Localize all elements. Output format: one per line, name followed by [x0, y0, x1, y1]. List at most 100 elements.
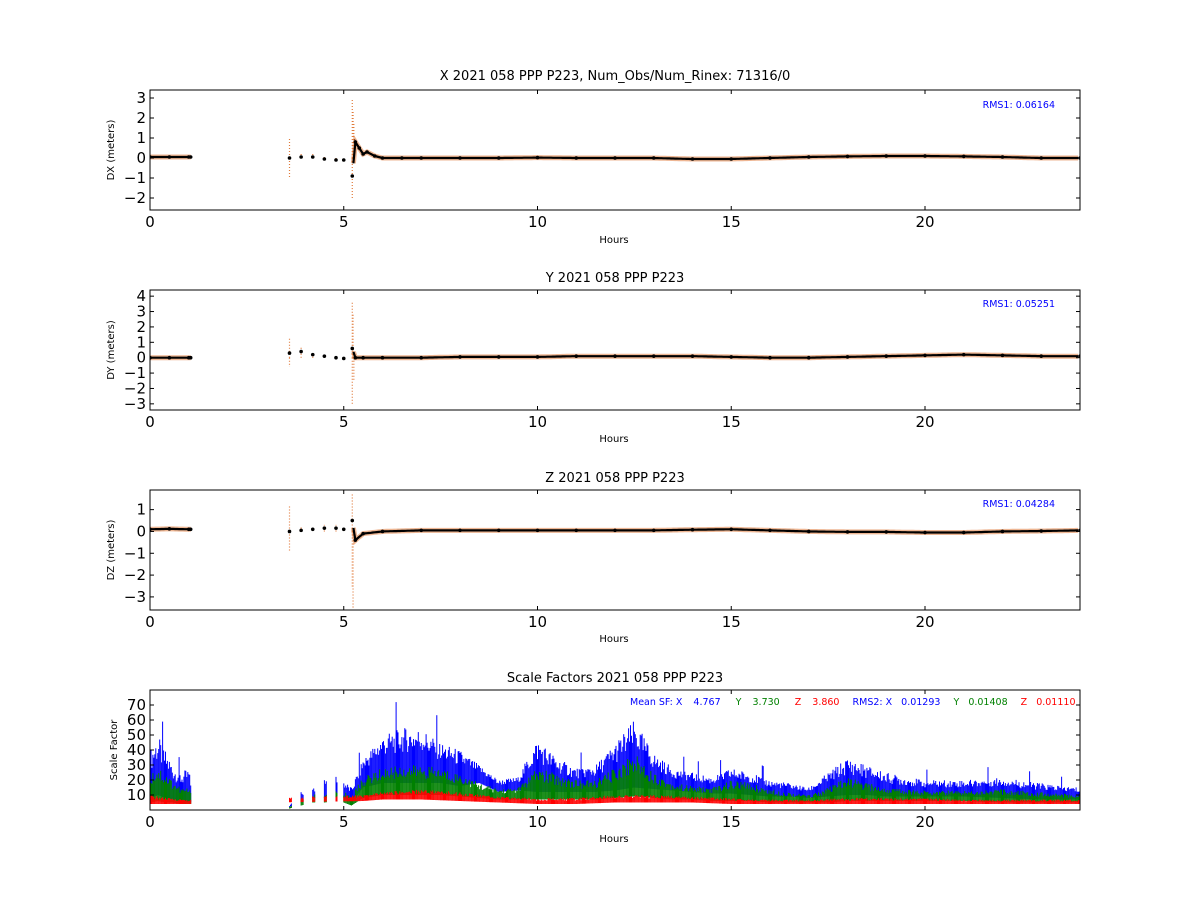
panel-sf-series-group	[150, 702, 1080, 809]
rms2-y-label: Y	[952, 697, 959, 708]
panel-dz-point-13	[380, 529, 385, 534]
panel-dy-point-10	[350, 346, 355, 351]
panel-dy-frame	[149, 289, 1081, 411]
panel-dx-point-31	[923, 154, 927, 158]
rms2-z-label: Z	[1021, 697, 1028, 708]
panel-dy-series-group	[150, 302, 1080, 404]
panel-dy-point-13	[380, 355, 385, 360]
panel-scale-factors: Scale Factors 2021 058 PPP P223 Scale Fa…	[109, 671, 1076, 845]
panel-dy-point-24	[806, 355, 811, 360]
mean-sf-y-label: Y	[735, 697, 742, 708]
panel-dz-point-8	[334, 526, 338, 530]
panel-sf-xtick-label-4: 20	[915, 813, 934, 831]
panel-dx-xtick-label-4: 20	[915, 213, 934, 231]
panel-sf-annotation: Mean SF: X 4.767 Y 3.730 Z 3.860 RMS2: X…	[630, 697, 1076, 708]
panel-dx-ytick-label-2: 0	[136, 149, 146, 167]
panel-dx-point-4	[287, 156, 292, 160]
panel-dy-point-27	[923, 353, 927, 358]
panel-dx-xtick-label-1: 5	[339, 213, 349, 231]
panel-dz-point-6	[310, 527, 315, 532]
panel-dx-point-32	[961, 154, 966, 159]
panel-dx-point-14	[365, 150, 369, 154]
panel-dy-point-4	[287, 351, 292, 355]
panel-dx-xlabel: Hours	[599, 235, 628, 246]
panel-dz-point-27	[923, 530, 927, 535]
panel-dx-series-group	[150, 98, 1080, 198]
panel-dz-point-3	[188, 527, 193, 532]
panel-dy-point-23	[768, 355, 772, 360]
panel-sf-xtick-label-2: 10	[528, 813, 547, 831]
panel-sf-ytick-label-0: 10	[127, 786, 146, 804]
panel-dx-point-25	[690, 157, 695, 161]
panel-sf-ytick-label-4: 50	[127, 726, 146, 744]
mean-sf-z: 3.860	[812, 697, 839, 708]
panel-dy-point-25	[845, 355, 850, 359]
rms2-label: RMS2: X	[853, 697, 893, 708]
panel-dy-point-30	[1039, 354, 1044, 358]
panel-dz-point-10	[350, 518, 355, 523]
panel-dy-point-17	[535, 355, 540, 359]
panel-dz-point-29	[1000, 529, 1005, 534]
panel-dz-title: Z 2021 058 PPP P223	[545, 471, 685, 486]
panel-dx-point-18	[419, 156, 424, 160]
panel-dz-ytick-label-3: 0	[136, 522, 146, 540]
panel-dx-ytick-label-0: −2	[124, 189, 146, 207]
panel-dx-point-11	[353, 140, 358, 144]
panel-dy-ytick-label-7: 4	[136, 287, 146, 305]
panel-dx-point-21	[535, 155, 540, 160]
panel-dy-point-29	[1000, 353, 1005, 358]
panel-sf-ylabel: Scale Factor	[109, 719, 120, 781]
panel-dx: X 2021 058 PPP P223, Num_Obs/Num_Rinex: …	[106, 69, 1055, 246]
panel-dz-xtick-label-2: 10	[528, 613, 547, 631]
panel-dz-point-12	[361, 531, 365, 536]
panel-dy-xtick-label-3: 15	[722, 413, 741, 431]
panel-dz-point-18	[574, 528, 579, 533]
panel-dy-ytick-label-5: 2	[136, 318, 146, 336]
panel-dx-ytick-label-3: 1	[136, 129, 146, 147]
panel-dx-rms: RMS1: 0.06164	[983, 100, 1055, 111]
panel-dx-point-17	[400, 156, 404, 160]
panel-dy-ytick-label-1: −2	[124, 379, 146, 397]
panel-dx-point-23	[613, 156, 617, 160]
panel-dy-point-22	[729, 355, 734, 359]
panel-sf-xtick-label-1: 5	[339, 813, 349, 831]
panel-dz-rms: RMS1: 0.04284	[983, 499, 1055, 510]
panel-dx-point-8	[334, 158, 338, 162]
panel-dz-point-20	[651, 528, 656, 533]
mean-sf-x: 4.767	[693, 697, 720, 708]
rms2-z: 0.01110	[1036, 697, 1075, 708]
panel-sf-title: Scale Factors 2021 058 PPP P223	[507, 671, 723, 686]
rms2-y: 0.01408	[968, 697, 1007, 708]
panel-dz-point-11	[353, 538, 358, 542]
panel-dy-point-11	[353, 355, 358, 360]
panel-sf-xlabel: Hours	[599, 834, 628, 845]
panel-dx-point-29	[845, 154, 850, 159]
panel-dx-point-20	[496, 156, 501, 160]
rms2-x: 0.01293	[901, 697, 940, 708]
panel-dy-rms: RMS1: 0.05251	[983, 299, 1055, 310]
panel-dx-frame	[149, 89, 1081, 211]
panel-dz-ytick-label-0: −3	[124, 588, 146, 606]
panel-sf-ytick-label-6: 70	[127, 696, 146, 714]
mean-sf-z-label: Z	[795, 697, 802, 708]
panel-dy-ylabel: DY (meters)	[106, 320, 117, 380]
panel-dy-point-1	[167, 355, 172, 360]
panel-dz-point-24	[806, 529, 811, 534]
panel-dy-ytick-label-0: −3	[124, 395, 146, 413]
panel-dx-point-27	[768, 156, 772, 160]
panel-dy-point-21	[690, 354, 695, 358]
panel-dy: Y 2021 058 PPP P223 DY (meters) Hours RM…	[106, 271, 1055, 445]
panel-dy-point-26	[884, 354, 889, 358]
panel-dy-ytick-label-2: −1	[124, 364, 146, 382]
panel-dy-xtick-label-2: 10	[528, 413, 547, 431]
panel-dx-plot: 0 5 10 15 20 −2 −1 0 1 2 3	[124, 89, 1081, 231]
panel-dz-point-9	[341, 527, 346, 532]
panel-dx-ytick-label-5: 3	[136, 89, 146, 107]
panel-sf-ytick-label-5: 60	[127, 711, 146, 729]
panel-sf-xtick-label-3: 15	[722, 813, 741, 831]
panel-dy-point-3	[188, 355, 193, 360]
panel-dx-point-33	[1000, 155, 1005, 159]
